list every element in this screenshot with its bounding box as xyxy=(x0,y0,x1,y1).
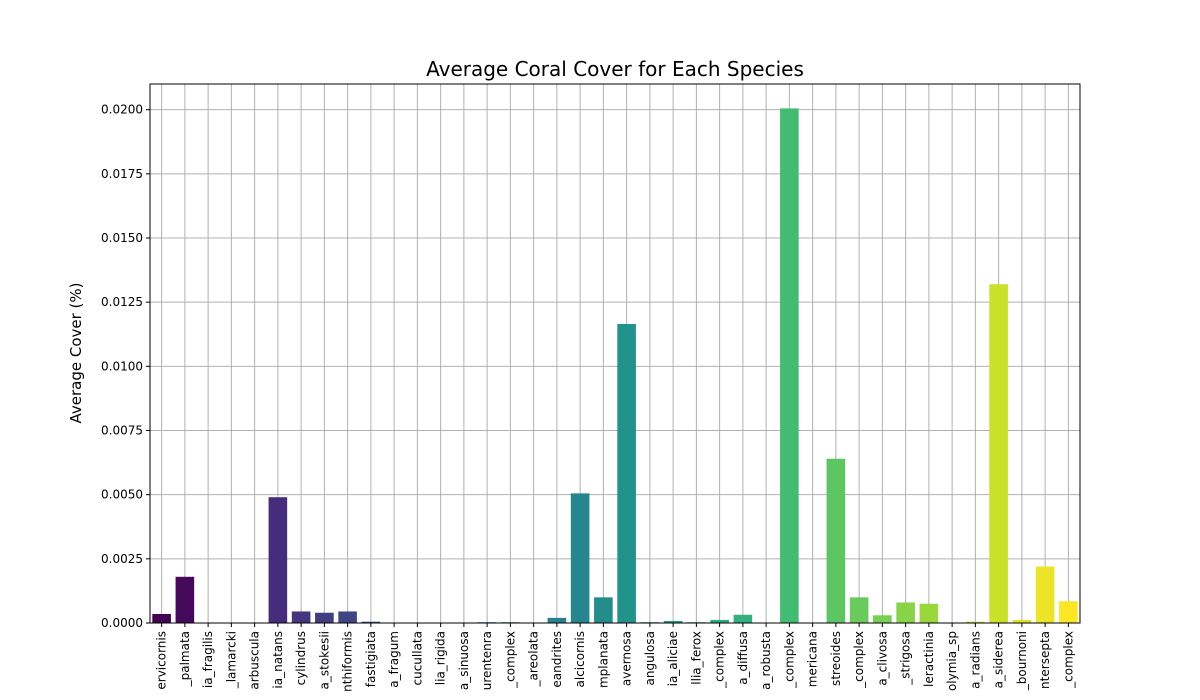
x-tick-label: ntersepta xyxy=(1038,631,1052,689)
x-tick-label: _palmata xyxy=(178,631,192,687)
bar xyxy=(152,614,171,623)
x-tick-label: a_clivosa xyxy=(875,631,889,686)
bar xyxy=(663,620,683,623)
x-tick-label: ia_aliciae xyxy=(666,631,680,686)
bar xyxy=(361,621,381,623)
x-tick-label: alcicornis xyxy=(573,631,587,687)
x-tick-label: a_fragum xyxy=(387,631,401,688)
x-tick-label: _areolata xyxy=(527,631,541,688)
bar xyxy=(268,497,288,623)
bar xyxy=(594,597,613,623)
bar xyxy=(733,614,753,623)
x-tick-label: lia_rigida xyxy=(434,631,448,685)
y-tick-label: 0.0025 xyxy=(101,552,143,566)
x-tick-label: urentenra xyxy=(480,631,494,690)
bar xyxy=(570,493,590,623)
bar xyxy=(873,615,892,623)
x-tick-label: mericana xyxy=(806,631,820,687)
y-tick-label: 0.0075 xyxy=(101,424,143,438)
x-tick-label: cucullata xyxy=(410,631,424,686)
bar xyxy=(919,603,939,623)
x-tick-label: olymia_sp xyxy=(945,631,959,691)
x-tick-label: arbuscula xyxy=(248,631,262,690)
bar xyxy=(338,611,357,623)
x-tick-label: mplanata xyxy=(596,631,610,688)
chart-title: Average Coral Cover for Each Species xyxy=(426,57,804,81)
y-tick-label: 0.0100 xyxy=(101,359,143,373)
x-tick-label: _lamarcki xyxy=(224,631,238,689)
bar xyxy=(1059,601,1078,623)
x-tick-label: _complex xyxy=(782,631,796,689)
bar xyxy=(780,108,799,624)
y-tick-label: 0.0000 xyxy=(101,616,143,630)
x-tick-label: _complex xyxy=(1061,631,1075,689)
x-tick-label: fastigiata xyxy=(364,631,378,687)
y-tick-label: 0.0050 xyxy=(101,488,143,502)
bar xyxy=(291,611,311,623)
x-tick-label: a_sinuosa xyxy=(457,631,471,690)
bar xyxy=(826,458,846,623)
x-tick-label: streoides xyxy=(829,631,843,686)
bar xyxy=(547,617,567,623)
bar xyxy=(966,621,985,623)
bar xyxy=(896,602,915,623)
x-tick-label: _strigosa xyxy=(899,631,913,686)
x-tick-label: ia_natans xyxy=(271,631,285,689)
x-tick-label: angulosa xyxy=(643,631,657,685)
bar xyxy=(617,323,636,623)
bar xyxy=(1012,619,1032,623)
x-axis: ervicornis _palmata ia_fragilis _lamarcki ar… xyxy=(155,623,1075,692)
x-tick-label: a_stokesii xyxy=(317,631,331,689)
x-tick-label: a_robusta xyxy=(759,631,773,690)
x-tick-label: _complex xyxy=(503,631,517,689)
x-tick-label: llia_ferox xyxy=(689,631,703,685)
y-tick-label: 0.0125 xyxy=(101,295,143,309)
bar xyxy=(315,612,334,623)
y-tick-label: 0.0150 xyxy=(101,231,143,245)
x-tick-label: eandrites xyxy=(550,631,564,688)
plot-frame xyxy=(149,83,1081,624)
y-axis: 0.0000 0.0025 0.0050 0.0075 0.0100 0.0125 0.01… xyxy=(101,103,150,630)
bar xyxy=(849,597,869,623)
x-tick-label: _complex xyxy=(713,631,727,689)
x-tick-label: a_siderea xyxy=(992,631,1006,688)
bars xyxy=(152,108,1078,624)
x-tick-label: a_diffusa xyxy=(736,631,750,685)
y-tick-label: 0.0175 xyxy=(101,167,143,181)
x-tick-label: a_radians xyxy=(968,631,982,689)
x-tick-label: cylindrus xyxy=(294,631,308,685)
x-tick-label: _bournoni xyxy=(1015,631,1029,691)
y-axis-label: Average Cover (%) xyxy=(67,282,85,423)
x-tick-label: nthiformis xyxy=(341,631,355,692)
x-tick-label: _complex xyxy=(852,631,866,689)
x-tick-label: avernosa xyxy=(620,631,634,686)
x-tick-label: leractinia xyxy=(922,631,936,687)
bar xyxy=(710,619,729,623)
grid-lines xyxy=(150,84,1080,624)
bar xyxy=(989,284,1008,623)
y-tick-label: 0.0200 xyxy=(101,103,143,117)
bar xyxy=(175,576,195,623)
x-tick-label: ia_fragilis xyxy=(201,631,215,688)
bar xyxy=(1035,566,1055,623)
x-tick-label: ervicornis xyxy=(155,631,169,690)
